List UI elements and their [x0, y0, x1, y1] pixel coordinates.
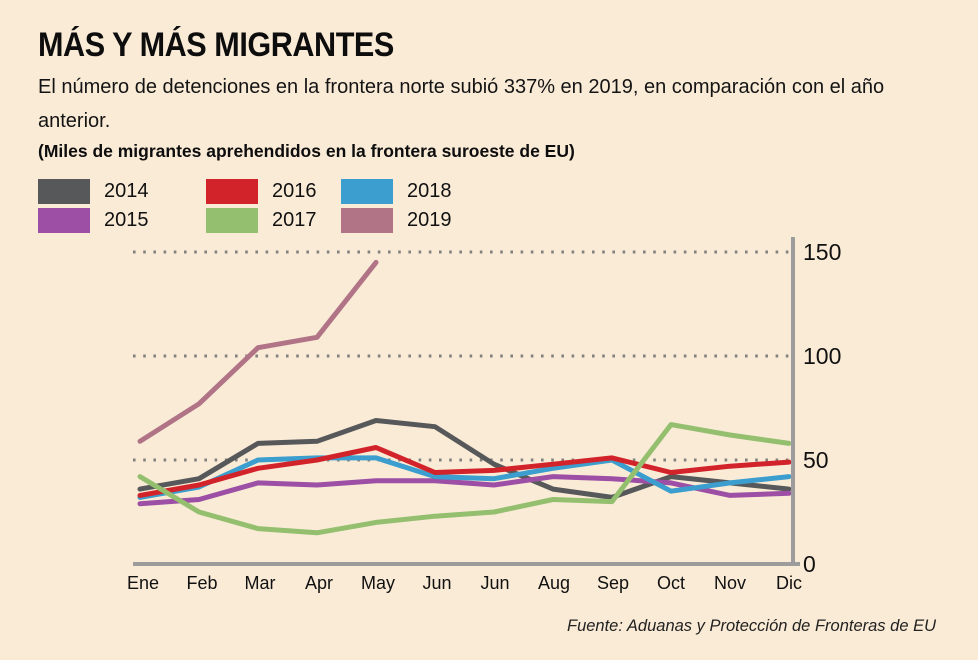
legend-swatch-2019	[341, 207, 393, 233]
legend-label-2016: 2016	[272, 179, 317, 202]
x-tick-ene: Ene	[127, 573, 159, 593]
legend-swatch-2015	[38, 207, 90, 233]
source-attribution: Fuente: Aduanas y Protección de Frontera…	[566, 617, 936, 635]
legend-column-2: 2016 2017	[206, 178, 341, 236]
series-line-2018	[137, 455, 792, 500]
series-line-2014	[137, 418, 792, 500]
legend-swatch-2017	[206, 207, 258, 233]
x-tick-apr: Apr	[305, 573, 333, 593]
legend-item-2014: 2014	[38, 178, 206, 204]
x-tick-jun2: Jun	[480, 573, 509, 593]
series-lines	[137, 259, 792, 536]
x-tick-aug: Aug	[538, 573, 570, 593]
series-line-2017	[137, 422, 792, 536]
x-tick-mar: Mar	[245, 573, 276, 593]
legend-swatch-2016	[206, 178, 258, 204]
series-line-2016	[137, 445, 792, 498]
x-axis-labels: Ene Feb Mar Apr May Jun Jun Aug Sep Oct …	[127, 573, 802, 593]
x-tick-jun: Jun	[422, 573, 451, 593]
y-tick-150: 150	[803, 239, 841, 265]
legend-label-2019: 2019	[407, 208, 452, 231]
legend-item-2016: 2016	[206, 178, 341, 204]
legend-item-2017: 2017	[206, 207, 341, 233]
legend-label-2018: 2018	[407, 179, 452, 202]
series-line-2015	[137, 474, 792, 507]
legend-item-2015: 2015	[38, 207, 206, 233]
gridlines	[133, 250, 789, 462]
x-tick-feb: Feb	[186, 573, 217, 593]
legend-label-2017: 2017	[272, 208, 317, 231]
x-tick-nov: Nov	[714, 573, 746, 593]
page-title: MÁS Y MÁS MIGRANTES	[38, 26, 394, 64]
x-tick-dic: Dic	[776, 573, 802, 593]
y-axis-labels: 0 50 100 150	[803, 239, 841, 577]
series-line-2019	[137, 259, 379, 444]
x-tick-may: May	[361, 573, 395, 593]
units-note: (Miles de migrantes aprehendidos en la f…	[38, 141, 575, 161]
y-tick-50: 50	[803, 447, 829, 473]
legend: 2014 2015 2016 2017 2018	[38, 178, 491, 236]
legend-item-2018: 2018	[341, 178, 491, 204]
chart-subtitle: El número de detenciones en la frontera …	[38, 76, 885, 132]
legend-column-1: 2014 2015	[38, 178, 206, 236]
y-tick-0: 0	[803, 551, 816, 577]
x-tick-oct: Oct	[657, 573, 685, 593]
y-tick-100: 100	[803, 343, 841, 369]
x-tick-sep: Sep	[597, 573, 629, 593]
legend-swatch-2014	[38, 178, 90, 204]
legend-label-2015: 2015	[104, 208, 149, 231]
legend-column-3: 2018 2019	[341, 178, 491, 236]
legend-label-2014: 2014	[104, 179, 149, 202]
legend-item-2019: 2019	[341, 207, 491, 233]
legend-swatch-2018	[341, 178, 393, 204]
